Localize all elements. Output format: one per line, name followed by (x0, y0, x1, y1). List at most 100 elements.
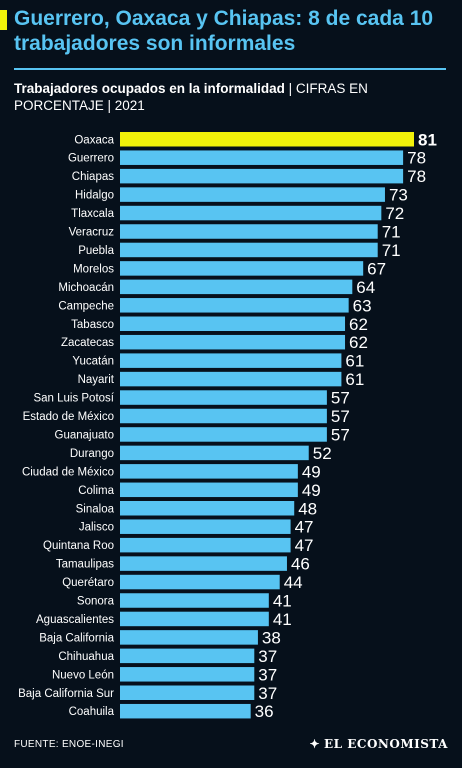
category-label-sonora: Sonora (77, 596, 115, 608)
value-label-queretaro: 44 (284, 573, 303, 592)
bar-queretaro (120, 574, 280, 590)
bar-sonora (120, 593, 269, 608)
category-label-baja-california-sur: Baja California Sur (18, 688, 114, 700)
value-label-tabasco: 62 (349, 315, 368, 334)
value-label-tamaulipas: 46 (291, 555, 310, 574)
subtitle-main: Trabajadores ocupados en la informalidad (14, 81, 285, 96)
brand-logo: ✦ EL ECONOMISTA (309, 737, 448, 751)
value-label-sonora: 41 (273, 592, 292, 611)
bar-nayarit (120, 371, 342, 387)
bar-zacatecas (120, 334, 346, 350)
bar-quintana-roo (120, 537, 291, 553)
category-label-oaxaca: Oaxaca (74, 134, 114, 146)
bar-guanajuato (120, 427, 327, 442)
bar-yucatan (120, 353, 342, 368)
value-label-chihuahua: 37 (258, 647, 277, 666)
bar-sinaloa (120, 501, 295, 516)
bar-san-luis-potosi (120, 390, 327, 405)
value-label-colima: 49 (302, 481, 321, 500)
brand-name: EL ECONOMISTA (324, 737, 448, 751)
category-label-san-luis-potosi: San Luis Potosí (33, 393, 114, 405)
value-label-puebla: 71 (382, 241, 401, 260)
category-label-michoacan: Michoacán (58, 282, 114, 294)
category-label-nuevo-leon: Nuevo León (52, 669, 114, 681)
category-label-puebla: Puebla (78, 245, 114, 257)
bar-michoacan (120, 279, 353, 295)
value-label-jalisco: 47 (295, 518, 314, 537)
category-label-tamaulipas: Tamaulipas (56, 559, 114, 571)
bar-baja-california-sur (120, 685, 255, 700)
category-label-quintana-roo: Quintana Roo (43, 540, 114, 552)
category-label-estado-de-mexico: Estado de México (23, 411, 114, 423)
value-label-chiapas: 78 (407, 167, 426, 186)
value-label-zacatecas: 62 (349, 333, 368, 352)
value-label-hidalgo: 73 (389, 186, 408, 205)
bar-aguascalientes (120, 611, 269, 627)
category-label-queretaro: Querétaro (62, 577, 114, 589)
category-label-morelos: Morelos (73, 263, 114, 275)
bar-campeche (120, 298, 349, 313)
value-label-estado-de-mexico: 57 (331, 407, 350, 426)
category-label-hidalgo: Hidalgo (75, 190, 114, 202)
bar-hidalgo (120, 187, 385, 202)
value-label-durango: 52 (313, 444, 332, 463)
category-label-chihuahua: Chihuahua (58, 651, 114, 663)
title-divider (14, 68, 446, 70)
category-label-jalisco: Jalisco (79, 522, 114, 534)
value-label-sinaloa: 48 (298, 499, 317, 518)
category-label-tabasco: Tabasco (71, 319, 114, 331)
value-label-guanajuato: 57 (331, 425, 350, 444)
category-label-guerrero: Guerrero (68, 153, 114, 165)
value-label-oaxaca: 81 (418, 130, 437, 149)
category-label-chiapas: Chiapas (72, 171, 114, 183)
value-label-morelos: 67 (367, 259, 386, 278)
bar-guerrero (120, 150, 404, 165)
bar-baja-california (120, 630, 258, 645)
bar-chihuahua (120, 648, 255, 664)
value-label-aguascalientes: 41 (273, 610, 292, 629)
bar-morelos (120, 261, 364, 276)
bar-coahuila (120, 703, 251, 719)
value-label-tlaxcala: 72 (385, 204, 404, 223)
bar-tamaulipas (120, 556, 287, 571)
value-label-guerrero: 78 (407, 149, 426, 168)
category-label-yucatan: Yucatán (72, 356, 114, 368)
bar-oaxaca (120, 132, 414, 147)
category-label-colima: Colima (78, 485, 114, 497)
bar-nuevo-leon (120, 667, 255, 682)
bar-jalisco (120, 519, 291, 534)
category-label-zacatecas: Zacatecas (61, 337, 114, 349)
bar-puebla (120, 242, 378, 258)
title-accent-bar (0, 10, 7, 30)
category-label-baja-california: Baja California (39, 632, 114, 644)
bar-ciudad-de-mexico (120, 464, 298, 479)
category-label-tlaxcala: Tlaxcala (71, 208, 114, 220)
subtitle-units: | CIFRAS EN PORCENTAJE | 2021 (14, 81, 368, 113)
bar-durango (120, 445, 309, 461)
bar-tabasco (120, 316, 346, 331)
value-label-coahuila: 36 (255, 702, 274, 721)
category-label-guanajuato: Guanajuato (55, 429, 114, 441)
category-label-durango: Durango (70, 448, 114, 460)
value-label-quintana-roo: 47 (295, 536, 314, 555)
category-label-campeche: Campeche (58, 300, 114, 312)
value-label-campeche: 63 (353, 296, 372, 315)
value-label-san-luis-potosi: 57 (331, 389, 350, 408)
bar-tlaxcala (120, 205, 382, 221)
bar-estado-de-mexico (120, 408, 327, 424)
chart-subtitle: Trabajadores ocupados en la informalidad… (14, 80, 454, 114)
value-label-baja-california-sur: 37 (258, 684, 277, 703)
category-label-ciudad-de-mexico: Ciudad de México (22, 466, 114, 478)
category-label-nayarit: Nayarit (78, 374, 115, 386)
category-label-sinaloa: Sinaloa (76, 503, 115, 515)
value-label-baja-california: 38 (262, 628, 281, 647)
value-label-yucatan: 61 (345, 352, 364, 371)
bar-colima (120, 482, 298, 498)
value-label-nuevo-leon: 37 (258, 665, 277, 684)
value-label-nayarit: 61 (345, 370, 364, 389)
value-label-veracruz: 71 (382, 223, 401, 242)
bar-chart: Oaxaca 81 Guerrero 78 Chiapas 78 Hidalgo 73 Tlax… (18, 130, 437, 721)
value-label-ciudad-de-mexico: 49 (302, 462, 321, 481)
category-label-coahuila: Coahuila (69, 706, 115, 718)
footer-source: FUENTE: ENOE-INEGI (14, 739, 124, 750)
